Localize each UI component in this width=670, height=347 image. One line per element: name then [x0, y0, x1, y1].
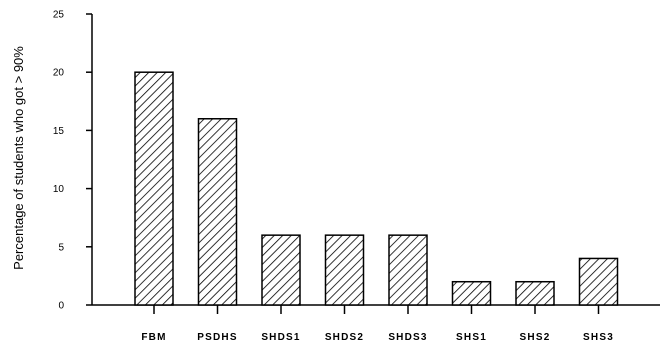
bar-fbm: [134, 71, 174, 306]
x-tick-label: SHDS1: [261, 332, 300, 343]
x-tick-label: SHS2: [520, 332, 551, 343]
x-tick-label: SHS1: [456, 332, 487, 343]
x-tick-label: FBM: [141, 332, 166, 343]
x-tick-label: SHDS2: [325, 332, 364, 343]
category-labels: FBM PSDHS SHDS1 SHDS2 SHDS3 SHS1 SHS2 SHS3: [141, 332, 614, 343]
bar-shds3: [388, 234, 428, 306]
y-tick-label: 25: [53, 10, 65, 21]
y-tick-label: 15: [53, 126, 65, 137]
bar-shs1: [451, 280, 492, 306]
bar-shs3: [578, 257, 619, 306]
bar-psdhs: [197, 118, 238, 306]
y-tick-label: 10: [53, 184, 65, 195]
x-axis: [92, 304, 660, 314]
bars: [134, 71, 619, 306]
bar-shds1: [261, 234, 301, 306]
x-tick-label: PSDHS: [197, 332, 237, 343]
y-axis: 0 5 10 15 20 25: [53, 10, 93, 312]
bar-shs2: [515, 280, 555, 306]
x-tick-label: SHS3: [583, 332, 614, 343]
y-tick-label: 5: [58, 242, 64, 253]
y-tick-label: 0: [58, 301, 64, 312]
x-tick-label: SHDS3: [388, 332, 427, 343]
y-tick-label: 20: [53, 68, 65, 79]
bar-shds2: [324, 234, 365, 306]
y-axis-title: Percentage of students who got > 90%: [11, 46, 26, 270]
